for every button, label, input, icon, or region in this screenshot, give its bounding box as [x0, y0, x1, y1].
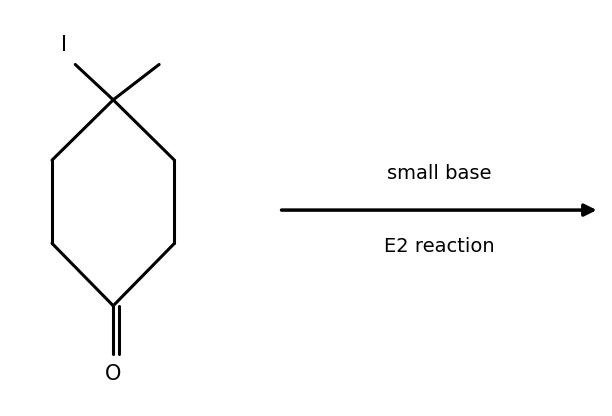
Text: O: O — [105, 364, 121, 384]
Text: small base: small base — [387, 164, 491, 183]
Text: I: I — [61, 35, 67, 55]
Text: E2 reaction: E2 reaction — [384, 237, 494, 256]
